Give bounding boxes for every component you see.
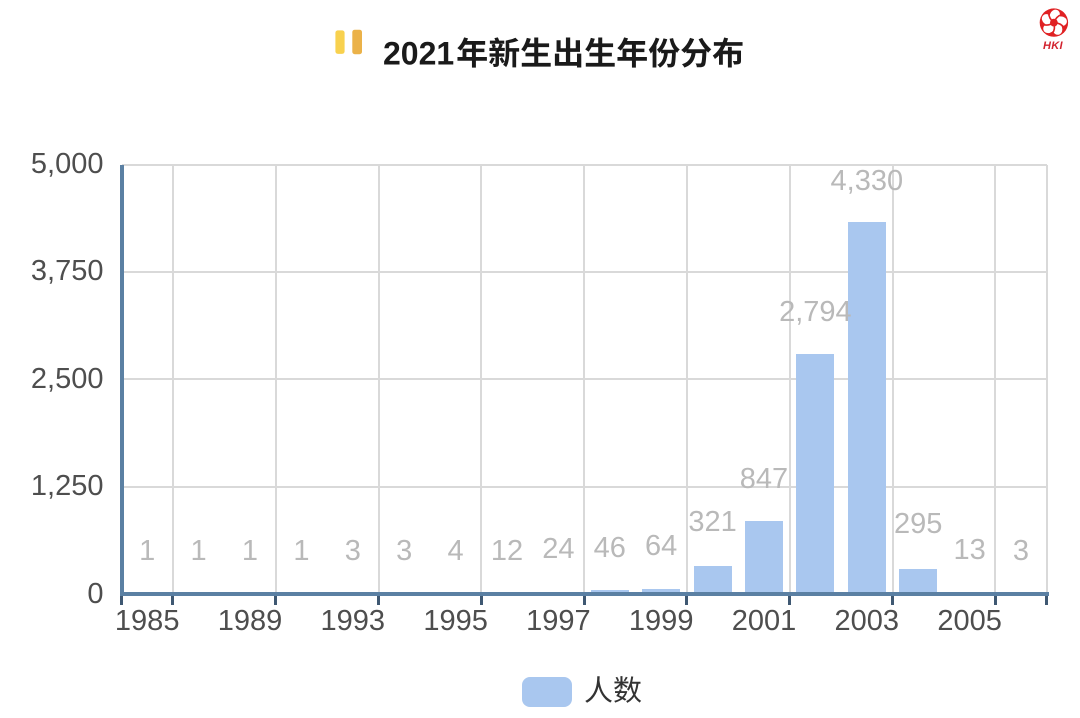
svg-text:HKI: HKI <box>1043 40 1063 52</box>
svg-text:2021: 2021 <box>383 36 454 72</box>
